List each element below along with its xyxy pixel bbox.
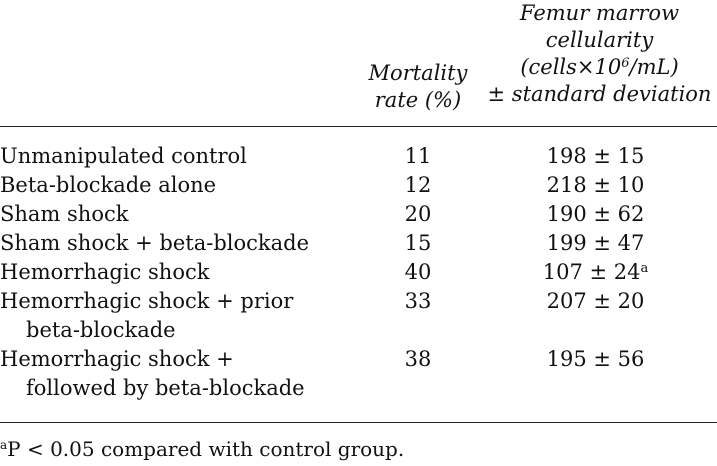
group-cell: Sham shock + beta-blockade bbox=[0, 229, 362, 258]
group-cell: Hemorrhagic shock + prior beta-blockade bbox=[0, 287, 362, 345]
mortality-cell: 11 bbox=[404, 144, 432, 168]
header-line: ± standard deviation bbox=[487, 82, 712, 106]
group-label-continuation: followed by beta-blockade bbox=[26, 376, 305, 400]
table-row: Hemorrhagic shock 40 107 ± 24a bbox=[0, 258, 717, 287]
mortality-cell: 40 bbox=[404, 260, 432, 284]
units-suffix: /mL) bbox=[629, 55, 679, 79]
cellularity-value: 190 ± 62 bbox=[546, 202, 645, 226]
data-table: Unmanipulated control 11 198 ± 15 Beta-bloc… bbox=[0, 142, 717, 403]
cellularity-cell: 195 ± 56 bbox=[474, 345, 717, 403]
column-header-mortality: Mortality rate (%) bbox=[362, 60, 474, 114]
table-row: Hemorrhagic shock + prior beta-blockade 33… bbox=[0, 287, 717, 345]
footnote-text: P < 0.05 compared with control group. bbox=[7, 437, 405, 461]
cellularity-cell: 207 ± 20 bbox=[474, 287, 717, 345]
group-label: Beta-blockade alone bbox=[0, 173, 217, 197]
table-row: Beta-blockade alone 12 218 ± 10 bbox=[0, 171, 717, 200]
group-label: Sham shock + beta-blockade bbox=[0, 231, 310, 255]
header-line-units: (cells×106/mL) bbox=[482, 54, 717, 81]
cellularity-cell: 218 ± 10 bbox=[474, 171, 717, 200]
header-line: Mortality bbox=[368, 61, 468, 85]
group-label: Hemorrhagic shock + bbox=[0, 347, 234, 371]
mortality-cell: 20 bbox=[404, 202, 432, 226]
group-cell: Unmanipulated control bbox=[0, 142, 362, 171]
header-line: rate (%) bbox=[374, 88, 462, 112]
mortality-cell: 12 bbox=[404, 173, 432, 197]
header-line: Femur marrow bbox=[519, 1, 680, 25]
table-row: Unmanipulated control 11 198 ± 15 bbox=[0, 142, 717, 171]
group-cell: Beta-blockade alone bbox=[0, 171, 362, 200]
group-cell: Hemorrhagic shock bbox=[0, 258, 362, 287]
table-row: Hemorrhagic shock + followed by beta-bloc… bbox=[0, 345, 717, 403]
cellularity-value: 195 ± 56 bbox=[546, 347, 645, 371]
mortality-cell: 15 bbox=[404, 231, 432, 255]
column-header-femur-cellularity: Femur marrow cellularity (cells×106/mL) … bbox=[482, 0, 717, 108]
footnote: aP < 0.05 compared with control group. bbox=[0, 436, 404, 462]
table-body: Unmanipulated control 11 198 ± 15 Beta-bloc… bbox=[0, 142, 717, 403]
units-exponent: 6 bbox=[621, 56, 630, 71]
cellularity-cell: 190 ± 62 bbox=[474, 200, 717, 229]
units-prefix: (cells×10 bbox=[520, 55, 622, 79]
table-row: Sham shock 20 190 ± 62 bbox=[0, 200, 717, 229]
cellularity-value: 198 ± 15 bbox=[546, 144, 645, 168]
group-label: Unmanipulated control bbox=[0, 144, 247, 168]
table-bottom-rule bbox=[0, 422, 717, 423]
table-top-rule bbox=[0, 126, 717, 127]
mortality-cell: 33 bbox=[404, 289, 432, 313]
footnote-reference: a bbox=[640, 261, 649, 276]
table-row: Sham shock + beta-blockade 15 199 ± 47 bbox=[0, 229, 717, 258]
footnote-marker: a bbox=[0, 438, 8, 453]
cellularity-value: 207 ± 20 bbox=[546, 289, 645, 313]
mortality-cell: 38 bbox=[404, 347, 432, 371]
cellularity-cell: 107 ± 24a bbox=[474, 258, 717, 287]
group-label: Hemorrhagic shock + prior bbox=[0, 289, 294, 313]
group-label: Hemorrhagic shock bbox=[0, 260, 210, 284]
group-cell: Sham shock bbox=[0, 200, 362, 229]
cellularity-value: 199 ± 47 bbox=[546, 231, 645, 255]
group-label-continuation: beta-blockade bbox=[26, 318, 176, 342]
cellularity-value: 107 ± 24 bbox=[542, 260, 641, 284]
cellularity-cell: 199 ± 47 bbox=[474, 229, 717, 258]
cellularity-cell: 198 ± 15 bbox=[474, 142, 717, 171]
header-line: cellularity bbox=[545, 28, 654, 52]
group-cell: Hemorrhagic shock + followed by beta-bloc… bbox=[0, 345, 362, 403]
group-label: Sham shock bbox=[0, 202, 129, 226]
cellularity-value: 218 ± 10 bbox=[546, 173, 645, 197]
